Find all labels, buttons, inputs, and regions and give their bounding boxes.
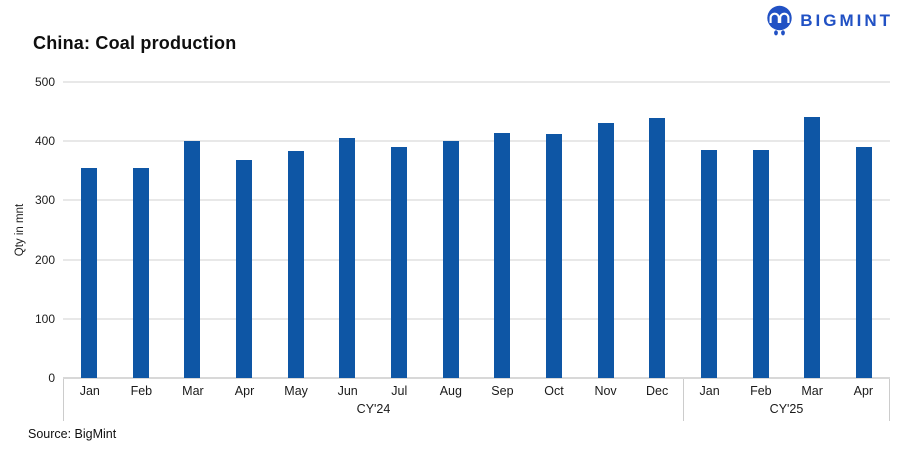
bar-cy25-apr bbox=[856, 147, 873, 378]
bar-slot bbox=[476, 82, 528, 378]
bar-slot bbox=[735, 82, 787, 378]
gridline-300 bbox=[63, 199, 890, 202]
bar-cy24-oct bbox=[545, 134, 562, 378]
gridline-0 bbox=[63, 377, 890, 379]
x-tick-label-mar: Mar bbox=[801, 384, 823, 398]
y-tick-label-0: 0 bbox=[48, 371, 55, 385]
gridline-200 bbox=[63, 258, 890, 261]
x-tick-label-nov: Nov bbox=[594, 384, 617, 398]
x-tick-label-apr: Apr bbox=[853, 384, 874, 398]
x-tick-label-may: May bbox=[284, 384, 308, 398]
x-group-label-2: CY'25 bbox=[769, 402, 804, 416]
x-tick-label-jul: Jul bbox=[391, 384, 408, 398]
y-axis-ticks: 0 100 200 300 400 500 bbox=[20, 75, 55, 385]
y-tick-label-300: 300 bbox=[34, 193, 55, 208]
bar-chart: Jan Feb Mar Apr May Jun Jul Aug Sep Oct Nov Dec CY'2… bbox=[63, 81, 890, 421]
x-tick-label-apr: Apr bbox=[234, 384, 255, 398]
plot-area bbox=[63, 81, 890, 379]
bar-slot bbox=[321, 82, 373, 378]
bar-cy24-may bbox=[287, 151, 304, 378]
x-tick-label-jun: Jun bbox=[337, 384, 358, 398]
x-tick-label-sep: Sep bbox=[491, 384, 514, 398]
bar-slot bbox=[787, 82, 839, 378]
x-tick-label-feb: Feb bbox=[750, 384, 772, 398]
bar-cy25-mar bbox=[804, 116, 821, 378]
bar-slot bbox=[683, 82, 735, 378]
gridline-500 bbox=[63, 81, 890, 83]
page-title: China: Coal production bbox=[33, 33, 237, 53]
bar-cy24-jan bbox=[80, 167, 97, 378]
bar-cy24-jun bbox=[339, 138, 356, 378]
bars-layer bbox=[63, 82, 890, 378]
bar-cy24-jul bbox=[390, 147, 407, 378]
x-group-label-1: CY'24 bbox=[356, 402, 391, 416]
x-tick-label-jan: Jan bbox=[79, 384, 100, 398]
x-tick-label-feb: Feb bbox=[130, 384, 153, 398]
bar-slot bbox=[580, 82, 632, 378]
x-tick-label-oct: Oct bbox=[544, 384, 564, 398]
bar-cy24-nov bbox=[597, 123, 614, 378]
x-tick-label-dec: Dec bbox=[646, 384, 669, 398]
x-tick-label-jan: Jan bbox=[699, 384, 720, 398]
x-tick-label-aug: Aug bbox=[439, 384, 462, 398]
axis-group-2: Jan Feb Mar Apr CY'25 bbox=[683, 378, 890, 421]
x-tick-label-mar: Mar bbox=[182, 384, 204, 398]
bar-cy24-sep bbox=[494, 132, 511, 378]
bar-slot bbox=[115, 82, 167, 378]
bar-slot bbox=[528, 82, 580, 378]
bar-slot bbox=[63, 82, 115, 378]
bar-cy25-feb bbox=[752, 150, 769, 378]
y-tick-label-400: 400 bbox=[34, 134, 55, 149]
axis-group-1: Jan Feb Mar Apr May Jun Jul Aug Sep Oct Nov Dec CY'2… bbox=[63, 378, 683, 421]
bigmint-logo: BIGMINT bbox=[766, 5, 893, 36]
bar-group-2 bbox=[683, 82, 890, 378]
y-tick-label-500: 500 bbox=[34, 75, 55, 89]
bar-group-1 bbox=[63, 82, 683, 378]
bar-slot bbox=[166, 82, 218, 378]
bar-slot bbox=[425, 82, 477, 378]
bigmint-logo-icon bbox=[766, 5, 793, 36]
bigmint-logo-text: BIGMINT bbox=[800, 10, 893, 30]
bar-cy24-dec bbox=[649, 117, 666, 378]
bar-slot bbox=[218, 82, 270, 378]
bar-cy25-jan bbox=[700, 150, 717, 378]
y-tick-label-200: 200 bbox=[34, 252, 55, 267]
bar-slot bbox=[270, 82, 322, 378]
gridline-400 bbox=[63, 140, 890, 143]
y-tick-label-100: 100 bbox=[34, 311, 55, 326]
bar-slot bbox=[631, 82, 683, 378]
bar-slot bbox=[838, 82, 890, 378]
bar-cy24-aug bbox=[442, 141, 459, 378]
bar-cy24-mar bbox=[184, 141, 201, 378]
source-note: Source: BigMint bbox=[28, 427, 117, 441]
bar-slot bbox=[373, 82, 425, 378]
bar-cy24-apr bbox=[235, 159, 252, 378]
gridline-100 bbox=[63, 317, 890, 320]
bar-cy24-feb bbox=[132, 167, 149, 378]
x-axis: Jan Feb Mar Apr May Jun Jul Aug Sep Oct Nov Dec CY'2… bbox=[63, 378, 890, 421]
